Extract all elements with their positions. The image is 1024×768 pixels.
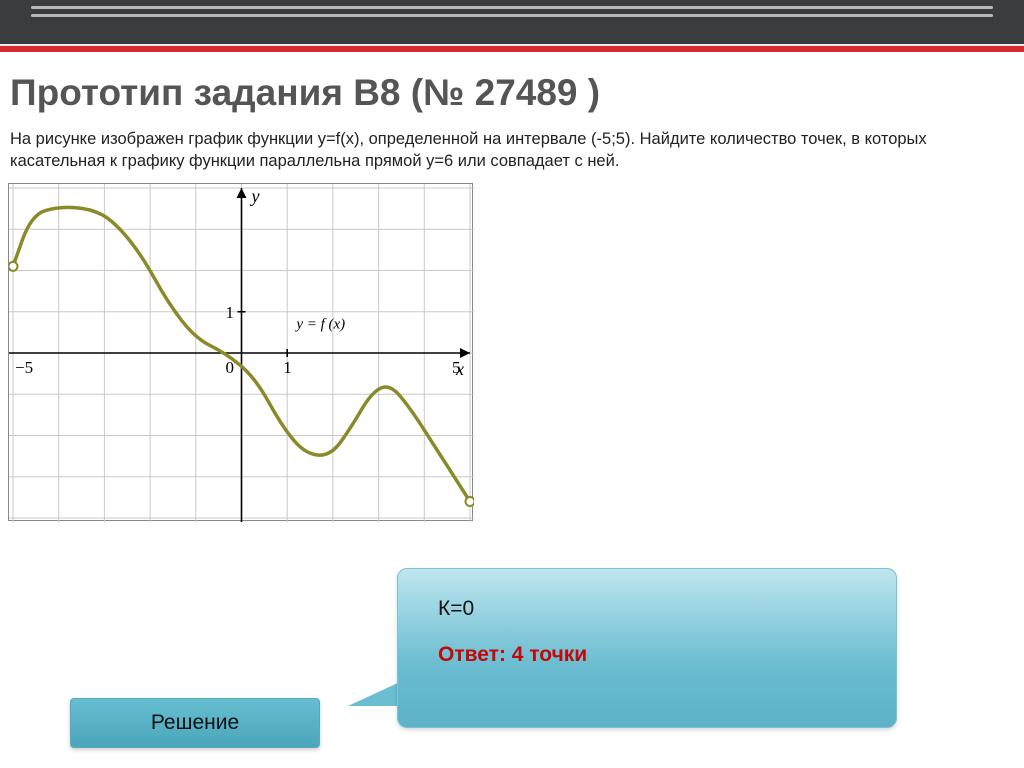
svg-text:x: x (455, 359, 464, 379)
solution-button[interactable]: Решение (70, 698, 320, 748)
solution-button-label: Решение (151, 711, 239, 735)
callout-tail (348, 682, 400, 706)
solution-callout: К=0 Ответ: 4 точки (397, 568, 897, 728)
top-decor-bar (0, 0, 1024, 44)
svg-text:−5: −5 (15, 358, 33, 377)
svg-text:y = f (x): y = f (x) (294, 316, 345, 332)
problem-statement: На рисунке изображен график функции y=f(… (10, 128, 1014, 173)
svg-text:y: y (250, 186, 260, 206)
svg-text:1: 1 (283, 358, 292, 377)
function-graph: −50151yxy = f (x) (8, 183, 473, 521)
page-title: Прототип задания B8 (№ 27489 ) (10, 72, 1014, 114)
solution-answer: Ответ: 4 точки (438, 643, 856, 667)
red-accent-bar (0, 44, 1024, 52)
solution-line-1: К=0 (438, 597, 856, 621)
svg-text:1: 1 (226, 302, 235, 321)
